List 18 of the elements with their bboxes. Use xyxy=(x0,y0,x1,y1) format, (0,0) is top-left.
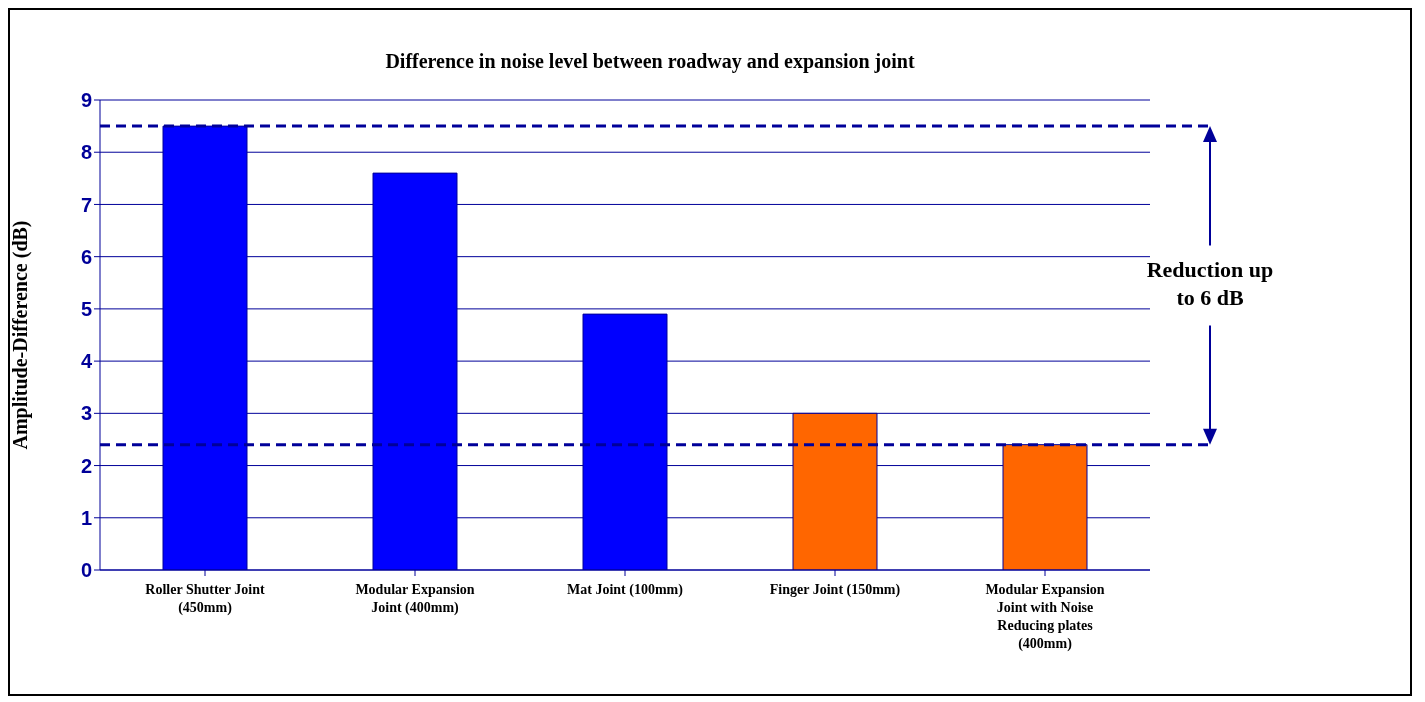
x-tick-label: Mat Joint (100mm) xyxy=(567,582,684,598)
x-tick-label: Roller Shutter Joint (450mm) xyxy=(145,582,265,616)
y-tick-label: 2 xyxy=(80,454,92,477)
y-tick-label: 8 xyxy=(80,141,92,164)
y-tick-label: 3 xyxy=(80,402,92,425)
y-tick-label: 5 xyxy=(80,297,92,320)
x-tick-label: Modular Expansion Joint (400mm) xyxy=(355,582,475,616)
x-tick-label: Finger Joint (150mm) xyxy=(769,582,901,598)
y-tick-label: 7 xyxy=(80,193,92,216)
y-axis-title: Amplitude-Difference (dB) xyxy=(9,220,33,450)
y-tick-label: 0 xyxy=(80,559,92,582)
annotation: Reduction up to 6 dB xyxy=(1146,257,1274,311)
y-tick-label: 4 xyxy=(80,350,93,373)
y-tick-label: 1 xyxy=(80,506,92,529)
y-tick-label: 6 xyxy=(80,245,92,268)
x-tick-label: Modular Expansion Joint with Noise Reducing plates (400mm) xyxy=(985,582,1105,652)
chart-title: Difference in noise level between roadway and expansion joint xyxy=(384,50,916,73)
y-tick-label: 9 xyxy=(80,89,92,112)
